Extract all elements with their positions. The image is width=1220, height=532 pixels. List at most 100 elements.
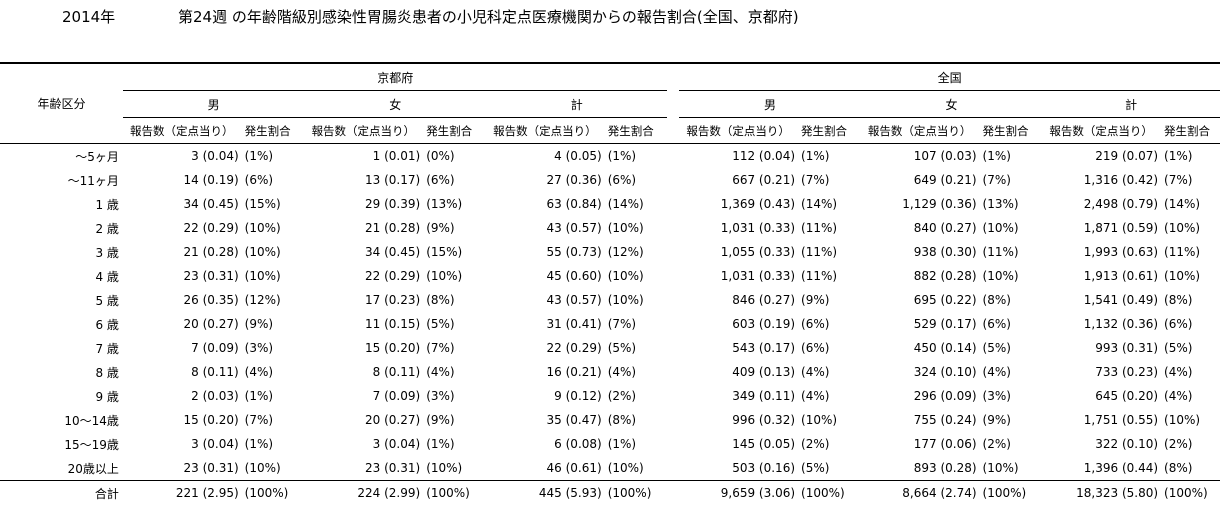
age-cell: 5 歳 xyxy=(95,293,119,308)
column-gap xyxy=(667,216,679,240)
rate-cell: (5%) xyxy=(982,341,1011,355)
column-gap xyxy=(667,264,679,288)
count-cell: 645 (0.20) xyxy=(1095,389,1159,403)
rate-cell: (10%) xyxy=(982,461,1019,475)
count-cell: 4 (0.05) xyxy=(554,149,602,163)
count-cell: 1,031 (0.33) xyxy=(720,221,796,235)
age-cell: 7 歳 xyxy=(95,341,119,356)
count-cell: 2,498 (0.79) xyxy=(1083,197,1159,211)
gender-header: 女 xyxy=(304,90,486,118)
age-cell: 〜11ヶ月 xyxy=(67,173,119,188)
count-cell: 21 (0.28) xyxy=(365,221,421,235)
rate-subheader: 発生割合 xyxy=(978,117,1043,144)
rate-cell: (5%) xyxy=(1164,341,1193,355)
column-gap xyxy=(667,480,680,505)
rate-cell: (6%) xyxy=(426,173,455,187)
rate-cell: (2%) xyxy=(801,437,830,451)
rate-cell: (1%) xyxy=(1164,149,1193,163)
rate-cell: (5%) xyxy=(426,317,455,331)
column-gap xyxy=(667,456,679,481)
count-cell: 543 (0.17) xyxy=(732,341,796,355)
rate-cell: (10%) xyxy=(244,269,281,283)
column-gap xyxy=(667,91,679,118)
count-cell: 882 (0.28) xyxy=(913,269,977,283)
count-cell: 112 (0.04) xyxy=(732,149,796,163)
rate-cell: (6%) xyxy=(801,317,830,331)
rate-cell: (100%) xyxy=(978,480,1043,505)
age-cell: 10〜14歳 xyxy=(64,413,119,428)
count-cell: 649 (0.21) xyxy=(913,173,977,187)
count-cell: 3 (0.04) xyxy=(191,437,239,451)
table-row: 9 歳 2 (0.03) (1%) 7 (0.09) (3%) 9 (0.12) (2%) 3… xyxy=(0,384,1220,408)
count-cell: 17 (0.23) xyxy=(365,293,421,307)
count-cell: 296 (0.09) xyxy=(913,389,977,403)
rate-cell: (1%) xyxy=(244,437,274,451)
rate-cell: (1%) xyxy=(607,437,637,451)
rate-cell: (4%) xyxy=(801,365,830,379)
rate-cell: (8%) xyxy=(982,293,1011,307)
rate-cell: (10%) xyxy=(607,461,644,475)
count-cell: 63 (0.84) xyxy=(546,197,602,211)
rate-cell: (6%) xyxy=(982,317,1011,331)
count-cell: 993 (0.31) xyxy=(1095,341,1159,355)
count-cell: 938 (0.30) xyxy=(913,245,977,259)
age-cell: 1 歳 xyxy=(95,197,119,212)
column-gap xyxy=(667,144,679,169)
count-cell: 21 (0.28) xyxy=(183,245,239,259)
count-cell: 846 (0.27) xyxy=(732,293,796,307)
count-cell: 445 (5.93) xyxy=(485,480,604,505)
rate-cell: (1%) xyxy=(801,149,830,163)
count-cell: 996 (0.32) xyxy=(732,413,796,427)
column-gap xyxy=(667,168,679,192)
rate-cell: (100%) xyxy=(240,480,305,505)
column-gap xyxy=(667,192,679,216)
count-cell: 23 (0.31) xyxy=(183,461,239,475)
column-gap xyxy=(667,312,679,336)
count-cell: 20 (0.27) xyxy=(183,317,239,331)
title-row: 2014年 第24週 の年齢階級別感染性胃腸炎患者の小児科定点医療機関からの報告… xyxy=(0,4,1220,28)
age-cell: 合計 xyxy=(0,480,123,505)
rate-cell: (10%) xyxy=(426,461,463,475)
rate-cell: (1%) xyxy=(426,437,455,451)
count-cell: 1,031 (0.33) xyxy=(720,269,796,283)
rate-cell: (7%) xyxy=(982,173,1011,187)
rate-cell: (8%) xyxy=(426,293,455,307)
count-cell: 1,913 (0.61) xyxy=(1083,269,1159,283)
count-cell: 34 (0.45) xyxy=(183,197,239,211)
age-cell: 15〜19歳 xyxy=(64,437,119,452)
count-cell: 1 (0.01) xyxy=(372,149,421,163)
count-cell: 7 (0.09) xyxy=(372,389,421,403)
count-cell: 27 (0.36) xyxy=(546,173,602,187)
count-subheader: 報告数（定点当り） xyxy=(1042,117,1161,144)
age-cell: 2 歳 xyxy=(95,221,119,236)
rate-cell: (100%) xyxy=(1160,480,1220,505)
rate-cell: (10%) xyxy=(244,245,281,259)
rate-cell: (10%) xyxy=(244,221,281,235)
rate-subheader: 発生割合 xyxy=(603,117,668,144)
rate-cell: (10%) xyxy=(244,461,281,475)
rate-subheader: 発生割合 xyxy=(797,117,861,144)
count-subheader: 報告数（定点当り） xyxy=(679,117,798,144)
rate-cell: (7%) xyxy=(426,341,455,355)
count-subheader: 報告数（定点当り） xyxy=(122,117,241,144)
count-cell: 22 (0.29) xyxy=(365,269,421,283)
count-cell: 107 (0.03) xyxy=(913,149,977,163)
count-cell: 15 (0.20) xyxy=(183,413,239,427)
gender-header: 男 xyxy=(679,90,861,118)
count-subheader: 報告数（定点当り） xyxy=(860,117,979,144)
column-gap xyxy=(667,408,679,432)
count-cell: 733 (0.23) xyxy=(1095,365,1159,379)
count-cell: 9 (0.12) xyxy=(554,389,602,403)
count-cell: 22 (0.29) xyxy=(183,221,239,235)
count-cell: 26 (0.35) xyxy=(183,293,239,307)
count-cell: 322 (0.10) xyxy=(1095,437,1159,451)
region-national-header: 全国 xyxy=(679,62,1220,91)
rate-cell: (7%) xyxy=(1164,173,1193,187)
rate-cell: (100%) xyxy=(797,480,861,505)
rate-cell: (13%) xyxy=(426,197,463,211)
count-cell: 20 (0.27) xyxy=(365,413,421,427)
rate-cell: (7%) xyxy=(607,317,637,331)
rate-cell: (10%) xyxy=(607,293,644,307)
rate-cell: (10%) xyxy=(1164,413,1201,427)
count-cell: 893 (0.28) xyxy=(913,461,977,475)
